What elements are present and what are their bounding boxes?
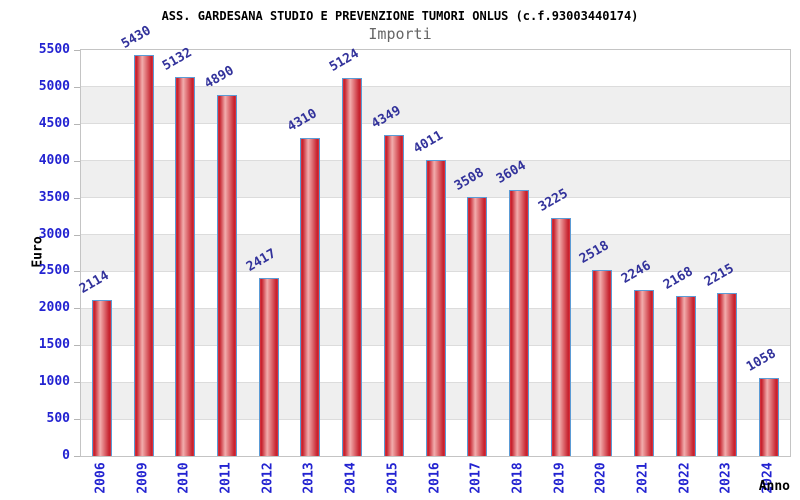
y-tick-mark (74, 234, 80, 236)
bar-value-label: 2417 (243, 245, 279, 275)
x-tick-label: 2017 (468, 462, 484, 494)
x-tick-label: 2018 (510, 462, 526, 494)
y-tick-label: 1500 (38, 337, 70, 353)
bar-2020 (592, 270, 613, 456)
bar-2012 (258, 277, 279, 456)
x-tick-label: 2009 (135, 462, 151, 494)
bar-value-label: 4011 (410, 128, 446, 157)
y-tick-mark (74, 50, 80, 51)
x-tick-label: 2016 (427, 462, 442, 494)
x-tick-label: 2013 (301, 462, 317, 494)
y-tick-label: 4000 (38, 152, 70, 168)
y-tick-mark (74, 271, 80, 273)
y-tick-label: 5000 (38, 78, 70, 94)
bar-value-label: 3604 (493, 158, 529, 187)
bar-2013 (300, 137, 321, 456)
bar-2016 (425, 159, 446, 456)
x-tick-label: 2011 (218, 462, 234, 494)
x-tick-label: 2006 (93, 462, 109, 494)
bar-2006 (91, 299, 112, 456)
x-tick-label: 2015 (385, 462, 401, 494)
y-tick-label: 0 (62, 448, 70, 463)
bar-value-label: 2114 (76, 268, 112, 297)
gridline (81, 86, 790, 88)
x-tick-label: 2022 (677, 462, 693, 494)
y-tick-label: 500 (46, 411, 70, 427)
bar-2010 (175, 77, 196, 456)
bar-2021 (634, 290, 655, 456)
bar-2011 (216, 95, 237, 456)
y-tick-label: 4500 (38, 115, 70, 131)
x-tick-label: 2014 (343, 462, 359, 494)
bar-value-label: 4349 (368, 103, 404, 132)
bar-2022 (675, 295, 696, 456)
y-axis-labels: 0 500 1000 1500 2000 2500 3000 3500 4000 4500 5000… (0, 42, 80, 463)
x-tick-label: 2023 (718, 462, 734, 494)
y-tick-mark (74, 197, 80, 199)
chart-title: ASS. GARDESANA STUDIO E PREVENZIONE TUMO… (161, 9, 639, 23)
bar-2015 (383, 134, 404, 456)
y-tick-mark (74, 345, 80, 347)
x-axis-labels: 2006 2009 2010 2011 2012 2013 2014 2015 2016 2017… (80, 457, 791, 500)
bar-2014 (342, 77, 363, 456)
y-tick-label: 3500 (38, 189, 70, 205)
y-tick-label: 2500 (38, 263, 70, 279)
y-tick-label: 3000 (38, 226, 70, 242)
y-tick-mark (74, 86, 80, 88)
bar-value-label: 4310 (285, 106, 320, 135)
y-tick-label: 1000 (38, 374, 70, 390)
x-tick-label: 2012 (260, 462, 276, 494)
bar-value-label: 3225 (535, 186, 571, 215)
x-tick-label: 2021 (635, 462, 651, 494)
y-tick-mark (74, 308, 80, 310)
x-tick-label: 2010 (176, 462, 192, 494)
y-tick-label: 5500 (38, 42, 70, 57)
bar-2019 (550, 217, 571, 456)
bar-2024 (759, 377, 780, 456)
gridline (81, 123, 790, 125)
plot-area: 2114 5430 5132 4890 2417 4310 5124 4349 4011 3508… (76, 23, 791, 457)
y-tick-label: 2000 (38, 300, 70, 316)
bar-2018 (508, 189, 529, 456)
y-tick-mark (74, 382, 80, 384)
y-tick-mark (74, 419, 80, 421)
bar-value-label: 2518 (577, 238, 612, 268)
bar-value-label: 5132 (160, 45, 195, 75)
x-axis-title: Anno (758, 479, 790, 494)
bar-value-label: 3508 (452, 165, 487, 194)
x-tick-label: 2019 (552, 462, 568, 494)
bar-value-label: 1058 (744, 346, 779, 375)
bar-value-label: 2215 (702, 260, 738, 290)
y-tick-mark (74, 160, 80, 162)
bar-value-label: 2246 (619, 258, 654, 288)
y-tick-mark (74, 456, 80, 457)
bar-value-label: 5124 (327, 45, 362, 75)
x-tick-label: 2020 (593, 462, 609, 494)
bar-value-label: 2168 (660, 264, 696, 293)
chart-subtitle: Importi (368, 25, 432, 43)
y-tick-mark (74, 123, 80, 125)
bar-2023 (717, 292, 738, 456)
bar-2017 (467, 197, 488, 456)
bar-2009 (133, 55, 154, 456)
